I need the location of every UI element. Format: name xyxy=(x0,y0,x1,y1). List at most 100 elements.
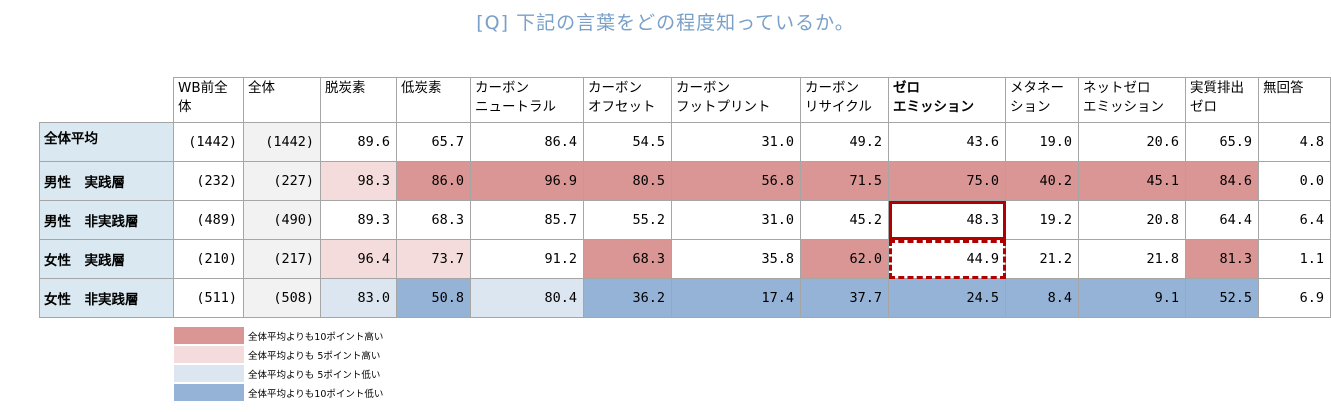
value-cell: 83.0 xyxy=(320,278,397,318)
value-cell: 64.4 xyxy=(1185,200,1259,240)
header-row: WB前全体 全体 脱炭素 低炭素 カーボン ニュートラル カーボン オフセット カーボン フ… xyxy=(39,77,1331,123)
value-cell: 36.2 xyxy=(583,278,672,318)
row-label: 女性 非実践層 xyxy=(39,278,174,318)
value-cell: 54.5 xyxy=(583,122,672,162)
value-cell: 50.8 xyxy=(396,278,471,318)
value-cell: 80.4 xyxy=(470,278,584,318)
value-cell: 86.0 xyxy=(396,161,471,201)
value-cell: 65.7 xyxy=(396,122,471,162)
value-cell: 68.3 xyxy=(396,200,471,240)
value-cell: 40.2 xyxy=(1005,161,1079,201)
value-cell: 43.6 xyxy=(888,122,1006,162)
value-cell: 89.6 xyxy=(320,122,397,162)
column-header: カーボン リサイクル xyxy=(800,77,889,123)
table-row: 全体平均 (1442) (1442) 89.6 65.7 86.4 54.5 31.0 49.2… xyxy=(39,122,1331,162)
value-cell: 0.0 xyxy=(1258,161,1331,201)
sample-size-before: (1442) xyxy=(173,122,244,162)
sample-size-before: (210) xyxy=(173,239,244,279)
column-header: ゼロ エミッション xyxy=(888,77,1006,123)
legend-item: 全体平均よりも10ポイント低い xyxy=(174,383,383,402)
column-header: 全体 xyxy=(243,77,321,123)
header-corner xyxy=(39,77,174,123)
row-label: 全体平均 xyxy=(39,122,174,162)
legend-label: 全体平均よりも 5ポイント低い xyxy=(248,369,381,381)
column-header: 脱炭素 xyxy=(320,77,397,123)
awareness-table: WB前全体 全体 脱炭素 低炭素 カーボン ニュートラル カーボン オフセット カーボン フ… xyxy=(39,77,1331,318)
value-cell: 20.6 xyxy=(1078,122,1186,162)
value-cell: 73.7 xyxy=(396,239,471,279)
sample-size-before: (489) xyxy=(173,200,244,240)
column-header: 低炭素 xyxy=(396,77,471,123)
value-cell: 37.7 xyxy=(800,278,889,318)
row-label: 男性 実践層 xyxy=(39,161,174,201)
value-cell: 21.2 xyxy=(1005,239,1079,279)
chart-title: [Q] 下記の言葉をどの程度知っているか。 xyxy=(476,12,855,34)
value-cell: 89.3 xyxy=(320,200,397,240)
value-cell: 91.2 xyxy=(470,239,584,279)
legend-item: 全体平均よりも 5ポイント低い xyxy=(174,364,383,383)
legend-swatch xyxy=(174,384,244,401)
sample-size-total: (217) xyxy=(243,239,321,279)
value-cell: 17.4 xyxy=(671,278,801,318)
sample-size-before: (511) xyxy=(173,278,244,318)
column-header: 無回答 xyxy=(1258,77,1331,123)
legend-swatch xyxy=(174,327,244,344)
legend-item: 全体平均よりも10ポイント高い xyxy=(174,326,383,345)
value-cell: 62.0 xyxy=(800,239,889,279)
sample-size-total: (227) xyxy=(243,161,321,201)
value-cell: 24.5 xyxy=(888,278,1006,318)
table-row: 女性 実践層 (210) (217) 96.4 73.7 91.2 68.3 35.8 62.0… xyxy=(39,239,1331,279)
value-cell: 81.3 xyxy=(1185,239,1259,279)
legend: 全体平均よりも10ポイント高い 全体平均よりも 5ポイント高い 全体平均よりも 5ポ… xyxy=(174,326,383,402)
legend-label: 全体平均よりも10ポイント低い xyxy=(248,388,384,400)
row-label: 女性 実践層 xyxy=(39,239,174,279)
value-cell: 20.8 xyxy=(1078,200,1186,240)
column-header: カーボン フットプリント xyxy=(671,77,801,123)
value-cell: 68.3 xyxy=(583,239,672,279)
legend-swatch xyxy=(174,365,244,382)
value-cell: 56.8 xyxy=(671,161,801,201)
value-cell: 21.8 xyxy=(1078,239,1186,279)
legend-item: 全体平均よりも 5ポイント高い xyxy=(174,345,383,364)
value-cell: 75.0 xyxy=(888,161,1006,201)
legend-label: 全体平均よりも10ポイント高い xyxy=(248,331,384,343)
value-cell: 9.1 xyxy=(1078,278,1186,318)
column-header: カーボン ニュートラル xyxy=(470,77,584,123)
value-cell: 84.6 xyxy=(1185,161,1259,201)
value-cell: 45.2 xyxy=(800,200,889,240)
value-cell: 4.8 xyxy=(1258,122,1331,162)
legend-swatch xyxy=(174,346,244,363)
value-cell: 55.2 xyxy=(583,200,672,240)
column-header: 実質排出 ゼロ xyxy=(1185,77,1259,123)
value-cell: 31.0 xyxy=(671,122,801,162)
value-cell: 44.9 xyxy=(888,239,1006,279)
value-cell: 19.2 xyxy=(1005,200,1079,240)
value-cell: 65.9 xyxy=(1185,122,1259,162)
value-cell: 71.5 xyxy=(800,161,889,201)
value-cell: 98.3 xyxy=(320,161,397,201)
sample-size-before: (232) xyxy=(173,161,244,201)
column-header: カーボン オフセット xyxy=(583,77,672,123)
value-cell: 96.4 xyxy=(320,239,397,279)
value-cell: 31.0 xyxy=(671,200,801,240)
value-cell: 52.5 xyxy=(1185,278,1259,318)
legend-label: 全体平均よりも 5ポイント高い xyxy=(248,350,381,362)
sample-size-total: (1442) xyxy=(243,122,321,162)
value-cell: 86.4 xyxy=(470,122,584,162)
value-cell: 1.1 xyxy=(1258,239,1331,279)
value-cell: 48.3 xyxy=(888,200,1006,240)
value-cell: 80.5 xyxy=(583,161,672,201)
value-cell: 19.0 xyxy=(1005,122,1079,162)
table-row: 男性 実践層 (232) (227) 98.3 86.0 96.9 80.5 56.8 71.5… xyxy=(39,161,1331,201)
value-cell: 45.1 xyxy=(1078,161,1186,201)
column-header: ネットゼロ エミッション xyxy=(1078,77,1186,123)
value-cell: 6.9 xyxy=(1258,278,1331,318)
table-row: 男性 非実践層 (489) (490) 89.3 68.3 85.7 55.2 31.0 45.… xyxy=(39,200,1331,240)
value-cell: 8.4 xyxy=(1005,278,1079,318)
table-row: 女性 非実践層 (511) (508) 83.0 50.8 80.4 36.2 17.4 37.… xyxy=(39,278,1331,318)
value-cell: 96.9 xyxy=(470,161,584,201)
row-label: 男性 非実践層 xyxy=(39,200,174,240)
value-cell: 35.8 xyxy=(671,239,801,279)
value-cell: 49.2 xyxy=(800,122,889,162)
sample-size-total: (490) xyxy=(243,200,321,240)
